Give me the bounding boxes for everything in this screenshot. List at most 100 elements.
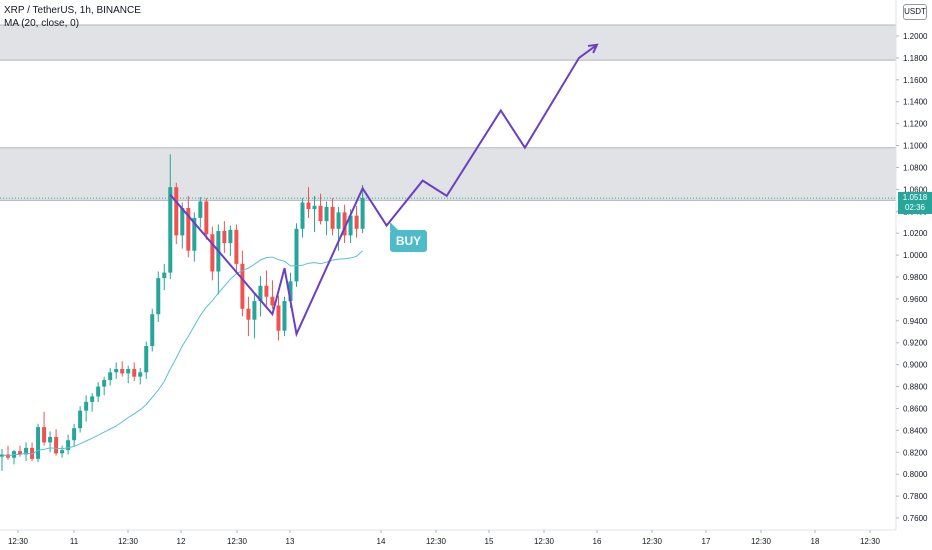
price-label: 0.7800 [903,492,928,501]
candle [168,154,173,280]
candle [48,431,53,453]
candle-body [270,296,275,306]
current-price-tag: 1.0518 02:36 [898,192,932,214]
projection-path-drawing[interactable] [169,43,598,338]
candle-body [186,207,191,251]
candle [360,184,365,234]
candle [54,429,59,456]
candle-body [144,346,149,373]
candle-body [132,369,137,377]
candle-body [342,212,347,236]
candle-body [204,201,209,235]
candle-body [324,206,329,222]
buy-callout-label[interactable]: BUY [390,230,427,252]
price-label: 1.2000 [903,32,928,41]
candle [144,341,149,379]
time-label: 12:30 [642,537,663,546]
candle [318,193,323,225]
candle-body [312,205,317,210]
candle-body [168,187,173,273]
time-label: 12:30 [227,537,248,546]
candle [258,275,263,317]
candle [42,411,47,446]
candle [126,365,131,384]
candle-body [30,447,35,459]
indicator-title[interactable]: MA (20, close, 0) [4,18,80,29]
candle-body [318,205,323,222]
candle [120,361,125,377]
candle [30,442,35,462]
candle [192,212,197,262]
candle-body [156,278,161,315]
candle [186,195,191,258]
candle-body [138,372,143,377]
price-label: 0.9400 [903,317,928,326]
moving-average-line [1,250,363,457]
price-label: 1.0200 [903,229,928,238]
candle [306,187,311,218]
candle-body [42,427,47,443]
candle [300,198,305,238]
price-axis[interactable]: 1.2000 1.1800 1.1600 1.1400 1.1200 1.1000 1.08… [895,0,928,530]
candle [324,201,329,236]
time-label: 18 [811,537,820,546]
candle-body [210,234,215,272]
price-label: 0.9600 [903,295,928,304]
candle [294,223,299,287]
candle [90,393,95,412]
price-label: 0.8400 [903,426,928,435]
candle-body [72,428,77,441]
symbol-title[interactable]: XRP / TetherUS, 1h, BINANCE [4,5,141,16]
candle-body [60,450,65,454]
candle [12,450,17,465]
candle-body [66,440,71,451]
time-label: 15 [485,537,494,546]
candle-body [102,379,107,387]
time-label: 12:30 [8,537,29,546]
price-label: 1.1600 [903,76,928,85]
time-axis[interactable]: 12:30 11 12:30 12 12:30 13 14 12:30 15 12:30 16 12:… [0,529,896,546]
candle-body [162,272,167,279]
price-label: 1.0600 [903,185,928,194]
price-label: 0.8000 [903,470,928,479]
price-label: 0.7600 [903,514,928,523]
price-label: 1.0000 [903,251,928,260]
candle [156,271,161,322]
price-label: 0.9200 [903,339,928,348]
candle-body [282,301,287,331]
time-label: 11 [70,537,79,546]
candle-body [360,198,365,229]
candle-body [84,401,89,411]
candle-body [54,436,59,454]
price-label: 1.1000 [903,142,928,151]
candle [18,445,23,457]
time-label: 12:30 [534,537,555,546]
candle [282,296,287,337]
candle-body [234,229,239,264]
candle-body [24,447,29,455]
candle-body [288,281,293,302]
candle [66,434,71,455]
projection-arrow-head [587,43,599,54]
candle [24,442,29,462]
candle [138,367,143,385]
time-label: 13 [286,537,295,546]
candle-body [192,217,197,251]
candle [252,292,257,339]
candle [198,197,203,228]
price-label: 1.1200 [903,120,928,129]
candle [246,296,251,337]
currency-selector[interactable]: USDT [903,4,927,20]
candle [84,395,89,422]
price-label: 1.0800 [903,163,928,172]
candle-body [96,386,101,397]
candle [162,263,167,291]
candle [210,226,215,281]
candle [0,448,4,471]
chart-legend: XRP / TetherUS, 1h, BINANCE MA (20, clos… [4,4,141,30]
candle-body [264,285,269,297]
candle-body [78,410,83,429]
candle-body [174,187,179,236]
candle [354,205,359,238]
